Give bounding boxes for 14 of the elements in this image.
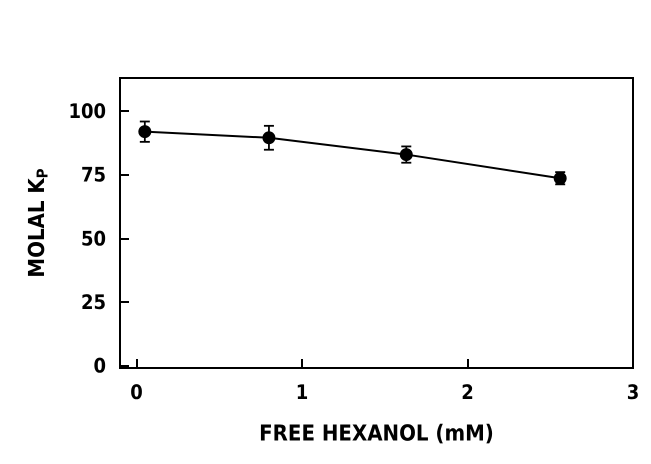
point xyxy=(400,148,413,162)
y-tick-label: 75 xyxy=(80,162,106,187)
x-tick-label: 3 xyxy=(626,380,640,404)
y-tick-label: 0 xyxy=(93,353,106,378)
x-axis-title: FREE HEXANOL (mM) xyxy=(259,422,494,446)
y-axis-title: MOLAL KP xyxy=(25,168,52,278)
y-tick-label: 50 xyxy=(80,226,106,250)
y-tick-label: 25 xyxy=(80,290,106,314)
x-tick-label: 2 xyxy=(461,380,474,404)
y-tick-label: 100 xyxy=(68,99,106,124)
x-tick-label: 1 xyxy=(296,380,308,404)
point xyxy=(138,125,152,138)
point xyxy=(262,131,276,144)
x-tick-label: 0 xyxy=(130,380,143,404)
